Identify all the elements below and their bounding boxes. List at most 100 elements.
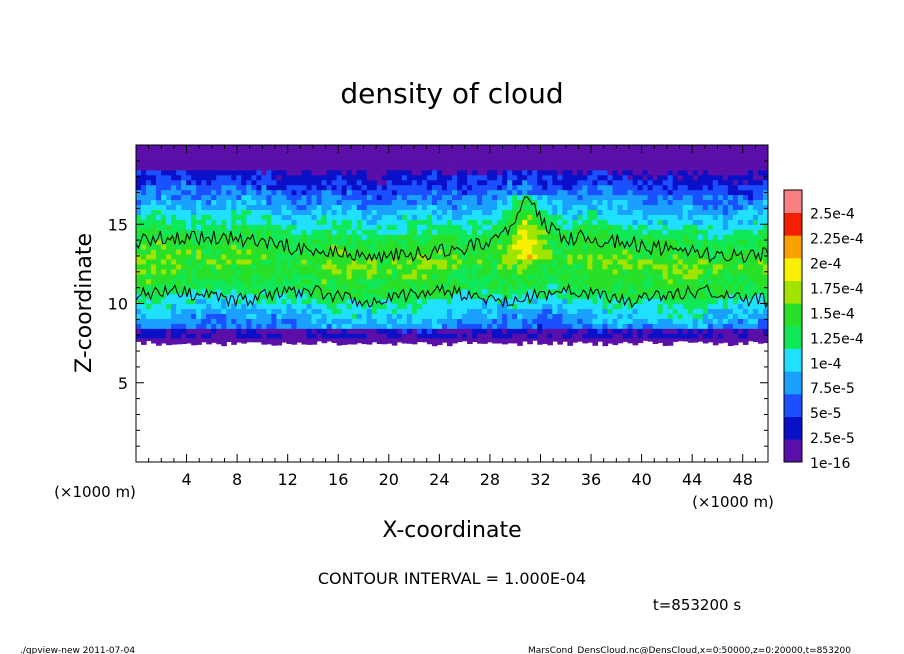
field-cell: [316, 244, 323, 250]
field-cell: [221, 169, 227, 176]
field-cell: [762, 179, 768, 186]
field-cell: [592, 278, 599, 285]
field-cell: [577, 303, 584, 310]
field-cell: [487, 283, 493, 290]
field-cell: [226, 288, 232, 295]
field-cell: [652, 154, 659, 161]
field-cell: [356, 328, 363, 334]
field-cell: [507, 263, 513, 270]
field-cell: [256, 229, 262, 235]
field-cell: [171, 288, 177, 295]
field-cell: [627, 224, 634, 230]
field-cell: [406, 308, 413, 314]
field-cell: [512, 164, 518, 171]
field-cell: [467, 219, 473, 225]
field-cell: [452, 258, 458, 265]
field-cell: [261, 174, 268, 181]
field-cell: [211, 174, 217, 181]
field-cell: [482, 224, 488, 230]
field-cell: [281, 209, 288, 215]
field-cell: [557, 278, 563, 285]
field-cell: [241, 224, 247, 230]
field-cell: [336, 303, 343, 310]
field-cell: [316, 164, 323, 171]
field-cell: [351, 194, 358, 201]
field-cell: [151, 278, 157, 285]
field-cell: [537, 323, 543, 329]
field-cell: [697, 249, 704, 255]
field-cell: [166, 308, 172, 314]
field-cell: [567, 189, 573, 196]
field-cell: [411, 328, 418, 334]
field-cell: [707, 214, 714, 220]
field-cell: [597, 149, 604, 156]
field-cell: [366, 263, 373, 270]
field-cell: [507, 159, 513, 166]
field-cell: [597, 308, 604, 314]
field-cell: [667, 159, 674, 166]
field-cell: [727, 145, 734, 151]
field-cell: [321, 159, 328, 166]
field-cell: [361, 179, 368, 186]
field-cell: [311, 145, 318, 151]
field-cell: [356, 174, 363, 181]
field-cell: [326, 293, 333, 300]
field-cell: [241, 145, 247, 151]
field-cell: [216, 174, 222, 181]
field-cell: [762, 174, 768, 181]
field-cell: [266, 323, 273, 329]
field-cell: [201, 149, 207, 156]
field-cell: [421, 239, 428, 245]
field-cell: [472, 328, 478, 334]
cloud-base-fringe: [321, 338, 328, 344]
field-cell: [467, 253, 473, 260]
field-cell: [572, 209, 578, 215]
field-cell: [346, 258, 353, 265]
field-cell: [166, 229, 172, 235]
field-cell: [391, 184, 398, 191]
field-cell: [607, 204, 614, 210]
field-cell: [376, 199, 383, 206]
field-cell: [572, 308, 578, 314]
field-cell: [251, 328, 257, 334]
field-cell: [346, 224, 353, 230]
field-cell: [436, 154, 443, 161]
field-cell: [376, 174, 383, 181]
field-cell: [452, 234, 458, 240]
field-cell: [612, 179, 619, 186]
field-cell: [181, 169, 187, 176]
field-cell: [271, 145, 278, 151]
field-cell: [572, 323, 578, 329]
field-cell: [156, 273, 162, 280]
field-cell: [542, 258, 548, 265]
field-cell: [662, 293, 669, 300]
field-cell: [281, 204, 288, 210]
field-cell: [737, 323, 744, 329]
field-cell: [351, 219, 358, 225]
field-cell: [366, 268, 373, 275]
field-cell: [702, 323, 709, 329]
cloud-base-fringe: [286, 338, 293, 345]
field-cell: [562, 224, 568, 230]
field-cell: [416, 194, 423, 201]
field-cell: [642, 283, 649, 290]
field-cell: [431, 293, 438, 300]
field-cell: [331, 313, 338, 319]
field-cell: [331, 268, 338, 275]
field-cell: [431, 253, 438, 260]
field-cell: [742, 145, 749, 151]
field-cell: [752, 273, 759, 280]
field-cell: [431, 159, 438, 166]
field-cell: [291, 308, 298, 314]
field-cell: [251, 278, 257, 285]
field-cell: [592, 229, 599, 235]
field-cell: [542, 189, 548, 196]
field-cell: [647, 283, 654, 290]
field-cell: [401, 244, 408, 250]
field-cell: [597, 253, 604, 260]
field-cell: [567, 323, 573, 329]
field-cell: [467, 288, 473, 295]
field-cell: [557, 283, 563, 290]
field-cell: [416, 268, 423, 275]
field-cell: [607, 229, 614, 235]
